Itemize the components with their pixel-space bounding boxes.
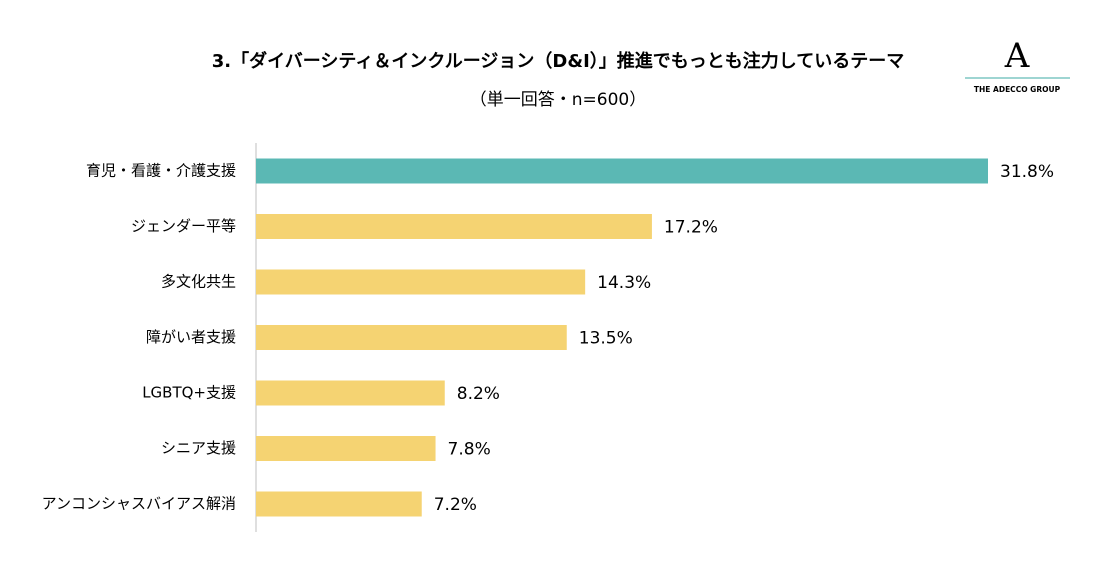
value-label: 13.5% (579, 329, 633, 349)
bar (256, 380, 445, 406)
bar (256, 491, 422, 517)
bar (256, 158, 988, 184)
value-label: 8.2% (457, 384, 500, 404)
value-label: 17.2% (664, 218, 718, 238)
value-label: 7.2% (434, 495, 477, 515)
value-label: 31.8% (1000, 162, 1054, 182)
category-label: 多文化共生 (161, 273, 236, 291)
category-label: ジェンダー平等 (131, 217, 236, 235)
bar (256, 436, 436, 461)
category-label: 育児・看護・介護支援 (86, 162, 236, 180)
chart-title: 3.「ダイバーシティ＆インクルージョン（D&I）」推進でもっとも注力しているテー… (212, 50, 904, 72)
bar (256, 269, 586, 295)
chart-subtitle: （単一回答・n=600） (470, 90, 646, 110)
logo-mark: A (1004, 36, 1030, 76)
value-label: 14.3% (597, 273, 651, 293)
category-label: シニア支援 (161, 439, 236, 457)
category-label: アンコンシャスバイアス解消 (42, 495, 236, 513)
bar (256, 214, 652, 239)
value-label: 7.8% (448, 440, 491, 460)
category-label: LGBTQ+支援 (142, 384, 236, 402)
logo-text: THE ADECCO GROUP (974, 85, 1061, 94)
bar (256, 325, 567, 350)
category-label: 障がい者支援 (146, 328, 236, 346)
